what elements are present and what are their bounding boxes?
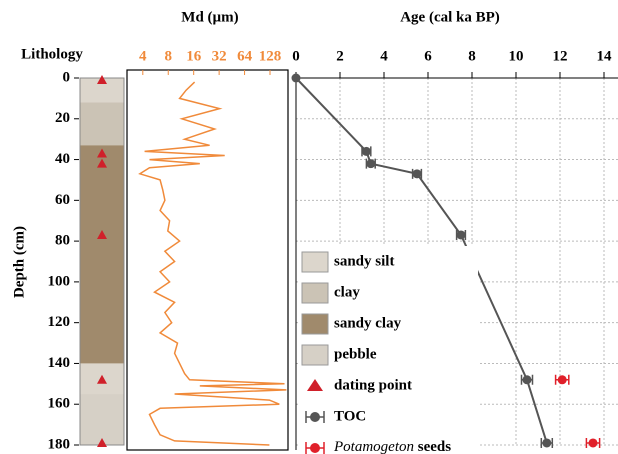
y-tick-label: 80 [55,233,70,249]
data-point [588,438,598,448]
legend-swatch [301,313,329,335]
legend-marker [307,379,323,391]
x-tick-label: 32 [212,48,227,64]
data-point [557,375,567,385]
legend-label: clay [334,284,360,300]
dating-point [97,148,107,158]
x-tick-label: 8 [468,48,476,64]
lithology-title: Lithology [21,46,83,62]
x-tick-label: 16 [186,48,202,64]
dating-point [97,437,107,447]
legend-label: Potamogeton seeds [333,439,451,454]
x-tick-label: 0 [292,48,300,64]
data-point [291,73,301,83]
y-tick-label: 60 [55,192,70,208]
md-title: Md (µm) [181,9,238,25]
age-title: Age (cal ka BP) [400,9,500,25]
x-tick-label: 4 [380,48,388,64]
dating-point [97,229,107,239]
y-tick-label: 20 [55,110,70,126]
y-axis-label: Depth (cm) [11,226,27,298]
md-frame [126,69,289,451]
data-point [456,230,466,240]
x-tick-label: 128 [259,48,282,64]
x-tick-label: 14 [597,48,613,64]
lithology-layer [80,394,124,445]
dating-point [97,158,107,168]
x-tick-label: 2 [336,48,344,64]
y-tick-label: 120 [48,314,71,330]
lithology-layer [80,102,124,146]
x-tick-label: 12 [553,48,568,64]
legend-label: sandy clay [334,315,402,331]
legend-marker [310,443,320,453]
x-tick-label: 8 [164,48,172,64]
data-point [522,375,532,385]
md-line [138,81,287,446]
legend-swatch [301,282,329,304]
data-point [412,169,422,179]
x-tick-label: 10 [509,48,524,64]
y-tick-label: 40 [55,151,70,167]
legend-swatch [301,344,329,366]
x-tick-label: 64 [237,48,253,64]
dating-point [97,374,107,384]
data-point [361,146,371,156]
legend-marker [310,412,320,422]
y-tick-label: 160 [48,396,71,412]
legend-label: dating point [334,377,412,393]
legend-label: TOC [334,408,366,424]
y-tick-label: 0 [63,69,71,85]
data-point [542,438,552,448]
legend-label: pebble [334,346,377,362]
lithology-layer [80,145,124,364]
data-point [366,159,376,169]
x-tick-label: 4 [139,48,147,64]
legend-label: sandy silt [334,253,394,269]
y-tick-label: 180 [48,436,71,452]
x-tick-label: 6 [424,48,432,64]
dating-point [97,75,107,85]
legend: sandy silt clay sandy clay pebble dating poi… [298,246,478,454]
legend-swatch [301,251,329,273]
y-tick-label: 100 [48,273,71,289]
y-tick-label: 140 [48,355,71,371]
